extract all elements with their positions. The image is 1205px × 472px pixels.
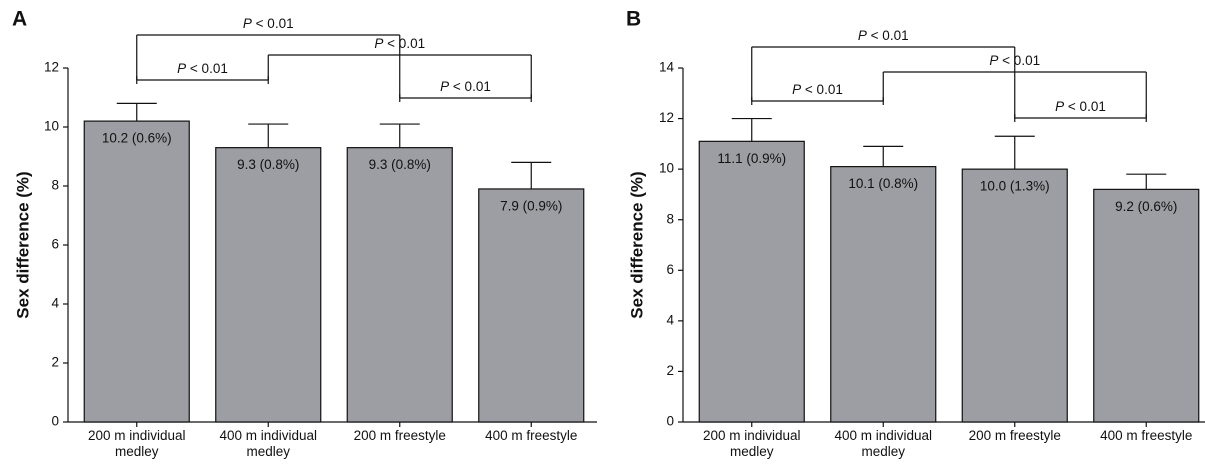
panel-label: B [626, 8, 641, 31]
y-tick-label: 0 [666, 414, 674, 429]
value-label: 10.0 (1.3%) [980, 179, 1050, 194]
value-label: 9.3 (0.8%) [237, 157, 299, 172]
y-tick-label: 2 [666, 363, 674, 378]
y-axis-title: Sex difference (%) [627, 171, 646, 318]
y-tick-label: 12 [44, 60, 59, 75]
y-tick-label: 4 [666, 312, 674, 327]
y-axis-title: Sex difference (%) [13, 171, 32, 318]
bar [1093, 188, 1200, 423]
y-tick-label: 4 [51, 296, 59, 311]
y-tick-label: 8 [666, 211, 674, 226]
value-label: 10.2 (0.6%) [102, 131, 172, 146]
x-tick-label: 200 m individual medley [87, 428, 186, 459]
bar [83, 120, 190, 423]
bar [478, 188, 585, 423]
panel-label: A [12, 8, 27, 31]
significance-label: P < 0.01 [440, 79, 491, 94]
y-tick-label: 10 [659, 161, 674, 176]
y-tick-label: 14 [659, 60, 675, 75]
x-tick-label: 400 m individual medley [834, 428, 933, 459]
bar [346, 147, 453, 423]
bar [698, 140, 805, 423]
value-label: 7.9 (0.9%) [500, 199, 562, 214]
y-tick-label: 0 [51, 414, 59, 429]
y-tick-label: 12 [659, 110, 674, 125]
significance-label: P < 0.01 [177, 61, 228, 76]
value-label: 9.2 (0.6%) [1115, 199, 1177, 214]
y-tick-label: 10 [44, 119, 59, 134]
significance-label: P < 0.01 [1055, 99, 1106, 114]
x-tick-label: 200 m individual medley [702, 428, 801, 459]
y-tick-label: 8 [51, 178, 59, 193]
value-label: 11.1 (0.9%) [717, 151, 786, 166]
significance-label: P < 0.01 [989, 53, 1040, 68]
significance-label: P < 0.01 [374, 36, 425, 51]
x-tick-label: 400 m individual medley [219, 428, 318, 459]
x-tick-label: 400 m freestyle [1100, 428, 1193, 443]
y-tick-label: 6 [51, 237, 59, 252]
bar [215, 147, 322, 423]
y-tick-label: 6 [666, 262, 674, 277]
x-tick-label: 200 m freestyle [353, 428, 446, 443]
y-tick-label: 2 [51, 355, 59, 370]
value-label: 10.1 (0.8%) [848, 176, 918, 191]
x-tick-label: 200 m freestyle [968, 428, 1061, 443]
bar [961, 168, 1068, 423]
significance-label: P < 0.01 [792, 82, 843, 97]
significance-label: P < 0.01 [243, 16, 294, 31]
x-tick-label: 400 m freestyle [485, 428, 578, 443]
bar [830, 166, 937, 423]
significance-label: P < 0.01 [858, 28, 909, 43]
value-label: 9.3 (0.8%) [369, 157, 431, 172]
